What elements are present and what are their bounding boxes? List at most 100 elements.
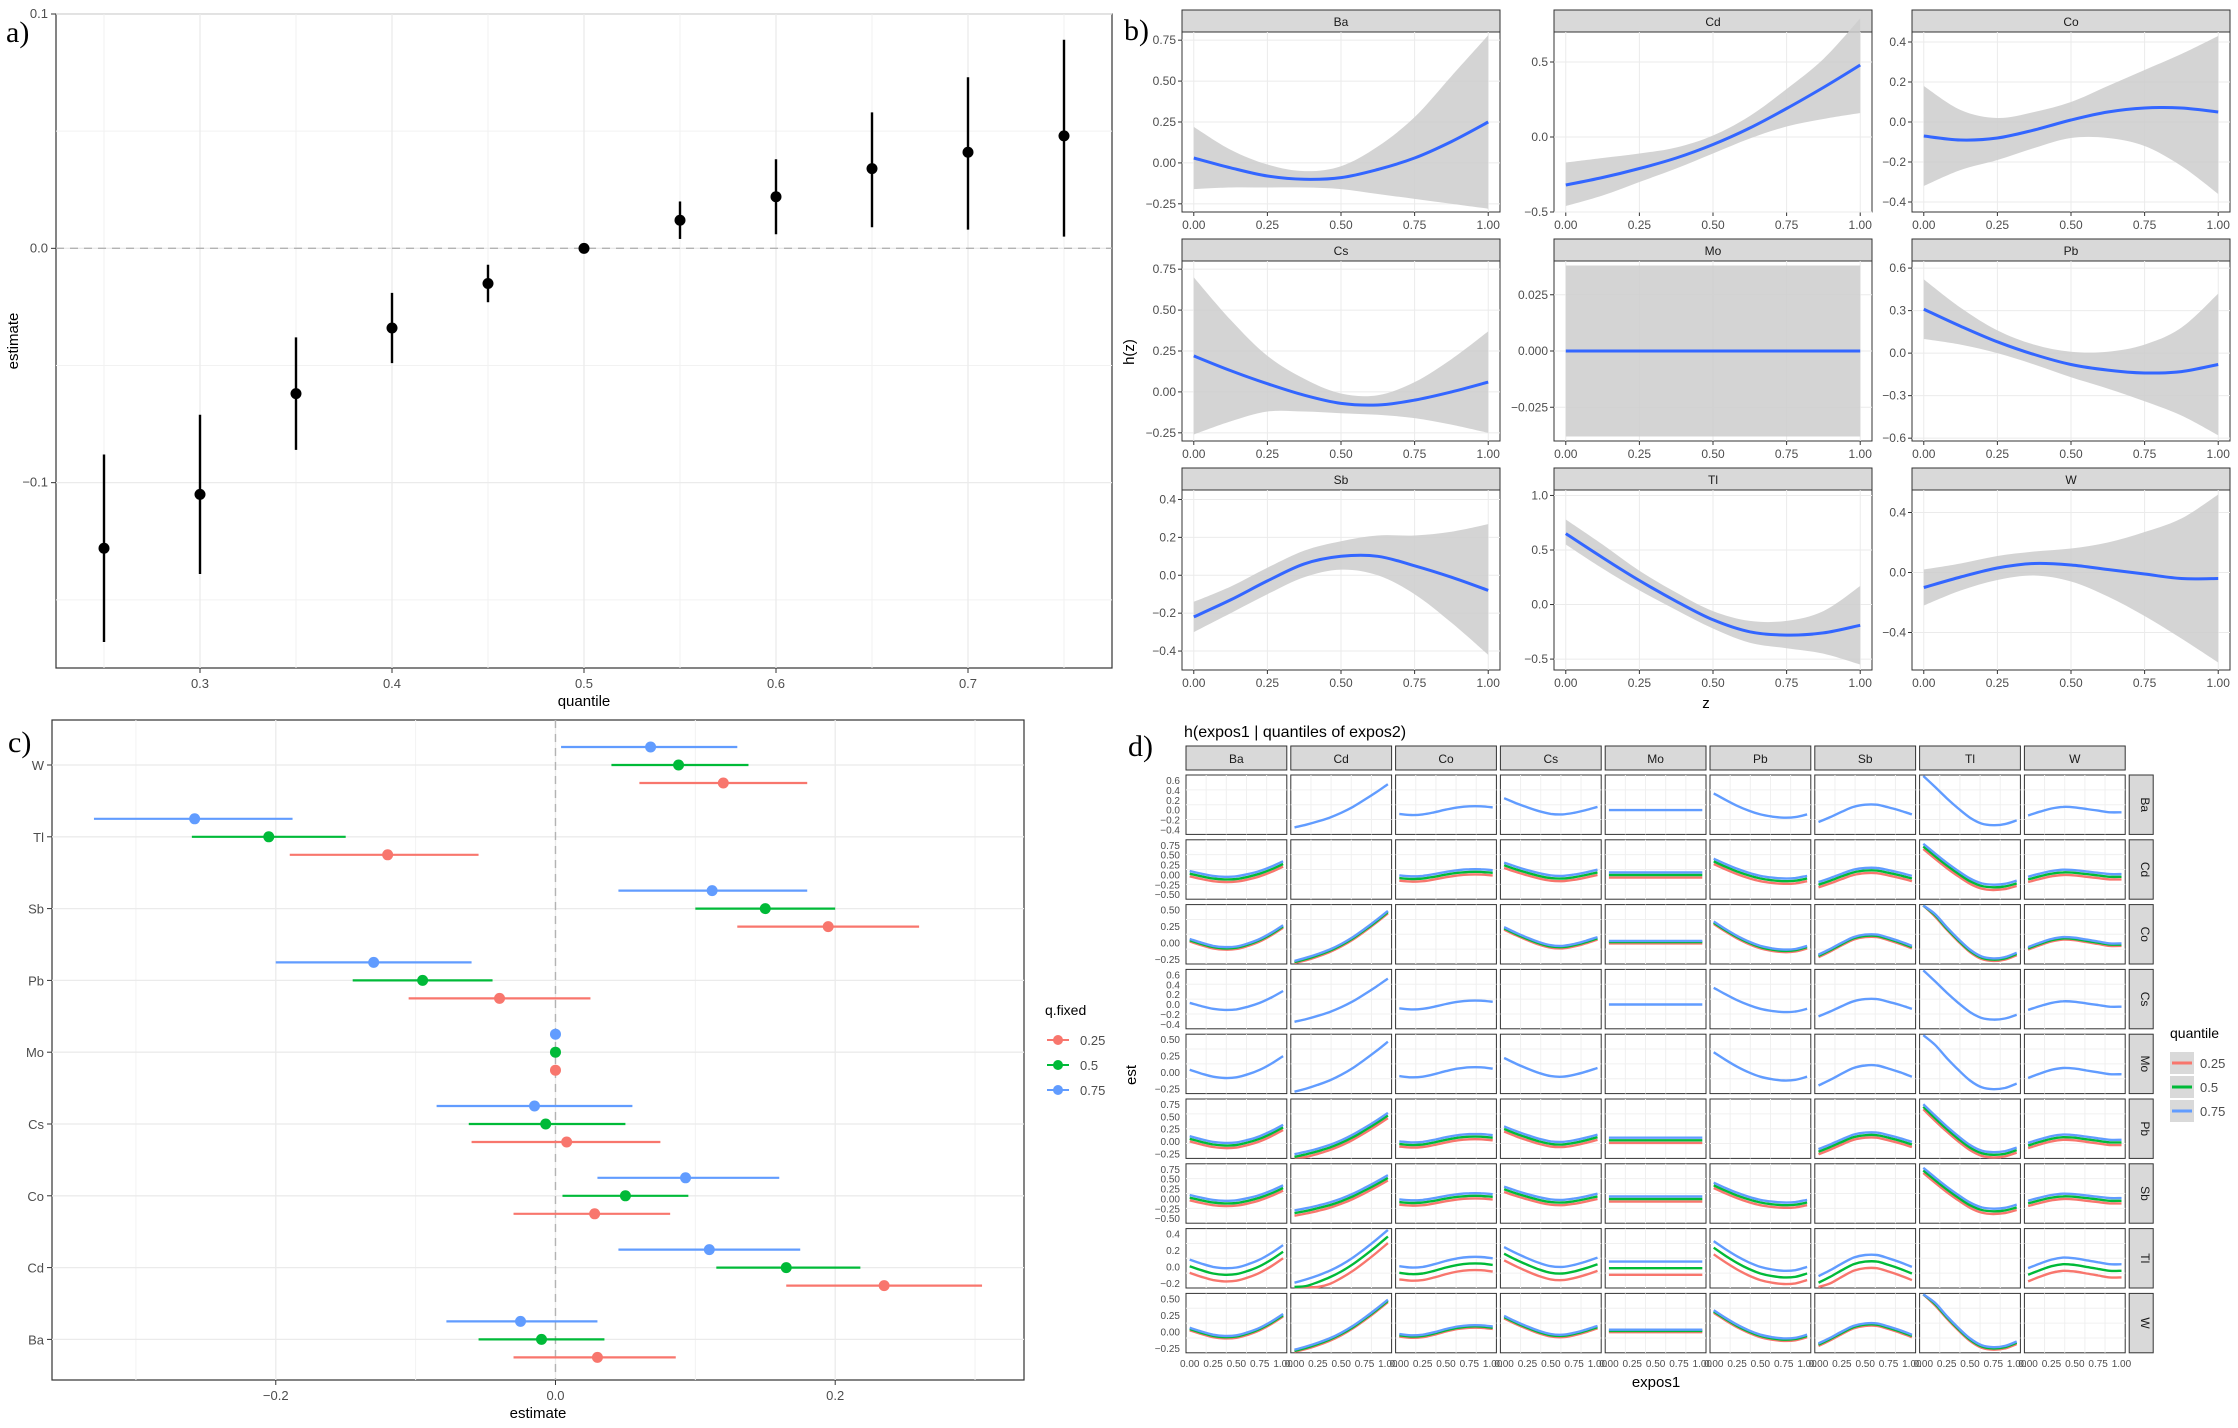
- response-curve: [1193, 553, 1489, 619]
- response-curve: [1923, 561, 2219, 589]
- y-tick-label: 0.0: [1889, 566, 1906, 580]
- column-strip-label: Mo: [1647, 752, 1664, 766]
- curve-green: [1922, 1105, 2018, 1157]
- point-0.75: [529, 1100, 541, 1112]
- x-tick-label: 0.75: [1775, 447, 1799, 461]
- data-point: [770, 191, 782, 203]
- y-tick-label: 0.2: [1166, 990, 1180, 1001]
- x-tick-label: 0.50: [1436, 1359, 1456, 1370]
- point-0.25: [561, 1136, 573, 1148]
- column-strip-label: Cs: [1543, 752, 1558, 766]
- panel-c: −0.2 0.0 0.2 W Tl Sb Pb Mo Cs Co Cd Ba estimate q.fix…: [26, 719, 1105, 1422]
- facet-strip-label: Tl: [1708, 473, 1718, 487]
- x-tick-label: 0.75: [1774, 1359, 1794, 1370]
- x-tick-label: 0.25: [1937, 1359, 1957, 1370]
- y-tick-label: −0.50: [1155, 890, 1181, 901]
- y-tick-label: 0.4: [1159, 492, 1176, 506]
- x-tick-label: 0.25: [1203, 1359, 1223, 1370]
- x-tick-label: 0.50: [1701, 218, 1725, 232]
- x-tick-label: 0.00: [1285, 1359, 1305, 1370]
- column-strip: [1919, 745, 2021, 771]
- curve-blue: [1399, 867, 1493, 878]
- y-tick-label: 0.00: [1161, 870, 1181, 881]
- curve-blue: [1818, 1321, 1913, 1345]
- x-tick-label: 0.00: [1494, 1359, 1514, 1370]
- legend-title: q.fixed: [1045, 1002, 1086, 1018]
- point-0.75: [703, 1244, 715, 1256]
- curve-green: [1713, 1184, 1808, 1207]
- y-tick-label: 0.6: [1166, 776, 1180, 787]
- column-strip-label: Cd: [1334, 752, 1349, 766]
- x-tick-label: 0.75: [1775, 218, 1799, 232]
- y-tick-label: 0.25: [1161, 861, 1181, 872]
- y-axis-label: estimate: [5, 313, 22, 370]
- x-tick-label: 0.5: [575, 676, 593, 691]
- point-0.25: [382, 849, 394, 861]
- y-tick-label: −0.4: [1882, 195, 1906, 209]
- x-tick-label: 0.00: [1809, 1359, 1829, 1370]
- x-tick-label: 0.00: [1182, 447, 1206, 461]
- x-tick-label: 0.25: [1628, 218, 1652, 232]
- point-0.25: [591, 1351, 603, 1363]
- facet-tl: Tl 0.00 0.25 0.50 0.75 1.00 1.0 0.5 0.0 −0.5: [1524, 467, 1873, 690]
- facet-co: Co 0.00 0.25 0.50 0.75 1.00 0.4 0.2 0.0 −0.2 −0.4: [1882, 9, 2231, 232]
- column-strip-label: Tl: [1965, 752, 1975, 766]
- curve-blue: [1922, 775, 2018, 827]
- row-strip: [2128, 1163, 2154, 1224]
- y-tick-label: 0.4: [1889, 506, 1906, 520]
- y-tick-label: −0.1: [22, 475, 48, 490]
- curve-green: [2027, 1135, 2122, 1147]
- column-strip: [1499, 745, 1602, 771]
- curve-blue: [1294, 1111, 1389, 1156]
- y-tick-label: 0.75: [1161, 1165, 1181, 1176]
- curve-green: [1294, 1176, 1389, 1215]
- x-tick-label: 0.50: [1227, 1359, 1247, 1370]
- facet-strip-label: Ba: [1334, 15, 1349, 29]
- curve-blue: [1294, 909, 1389, 963]
- curve-blue: [1503, 1246, 1598, 1269]
- y-tick-label: 0.00: [1153, 156, 1177, 170]
- curve-red: [1818, 871, 1913, 889]
- curve-blue: [1503, 1125, 1598, 1144]
- data-point: [1058, 130, 1070, 142]
- x-tick-label: 0.00: [1180, 1359, 1200, 1370]
- legend-label: 0.75: [2200, 1104, 2225, 1119]
- curve-blue: [1399, 1132, 1493, 1144]
- curve-green: [1503, 1188, 1598, 1204]
- y-axis-label: h(z): [1121, 339, 1138, 365]
- response-curve: [1565, 63, 1861, 187]
- y-tick-label: Ba: [28, 1332, 45, 1347]
- curve-blue: [1713, 986, 1808, 1014]
- row-strip: [2128, 904, 2154, 965]
- y-tick-label: 0.50: [1161, 1112, 1181, 1123]
- curve-blue: [1294, 1228, 1389, 1284]
- x-tick-label: 0.6: [767, 676, 785, 691]
- x-tick-label: 0.7: [959, 676, 977, 691]
- curve-red: [2027, 1269, 2122, 1283]
- row-strip: [2128, 1228, 2154, 1289]
- x-tick-label: 0.75: [1879, 1359, 1899, 1370]
- x-tick-label: 0.50: [1329, 447, 1353, 461]
- x-tick-label: 0.25: [1256, 447, 1280, 461]
- y-tick-label: 0.3: [1889, 304, 1906, 318]
- curve-blue: [2027, 1000, 2122, 1012]
- y-tick-label: −0.2: [1160, 1010, 1180, 1021]
- column-strip: [1395, 745, 1497, 771]
- curve-blue: [1189, 1312, 1284, 1338]
- facet-strip-label: Mo: [1705, 244, 1722, 258]
- confidence-band: [1193, 524, 1489, 655]
- y-tick-label: 0.75: [1161, 841, 1181, 852]
- x-tick-label: 0.25: [2042, 1359, 2062, 1370]
- curve-green: [1922, 845, 2018, 889]
- curve-red: [1503, 1130, 1598, 1149]
- x-tick-label: 0.25: [1727, 1359, 1747, 1370]
- curve-green: [1818, 1133, 1913, 1153]
- y-tick-label: 0.4: [1166, 980, 1180, 991]
- column-strip: [1814, 745, 1917, 771]
- x-tick-label: 0.25: [1628, 676, 1652, 690]
- y-tick-label: −0.25: [1155, 880, 1181, 891]
- curve-blue: [2027, 1066, 2122, 1080]
- legend-title: quantile: [2170, 1025, 2219, 1041]
- curve-red: [2027, 1197, 2122, 1208]
- y-axis-label: est: [1123, 1064, 1140, 1085]
